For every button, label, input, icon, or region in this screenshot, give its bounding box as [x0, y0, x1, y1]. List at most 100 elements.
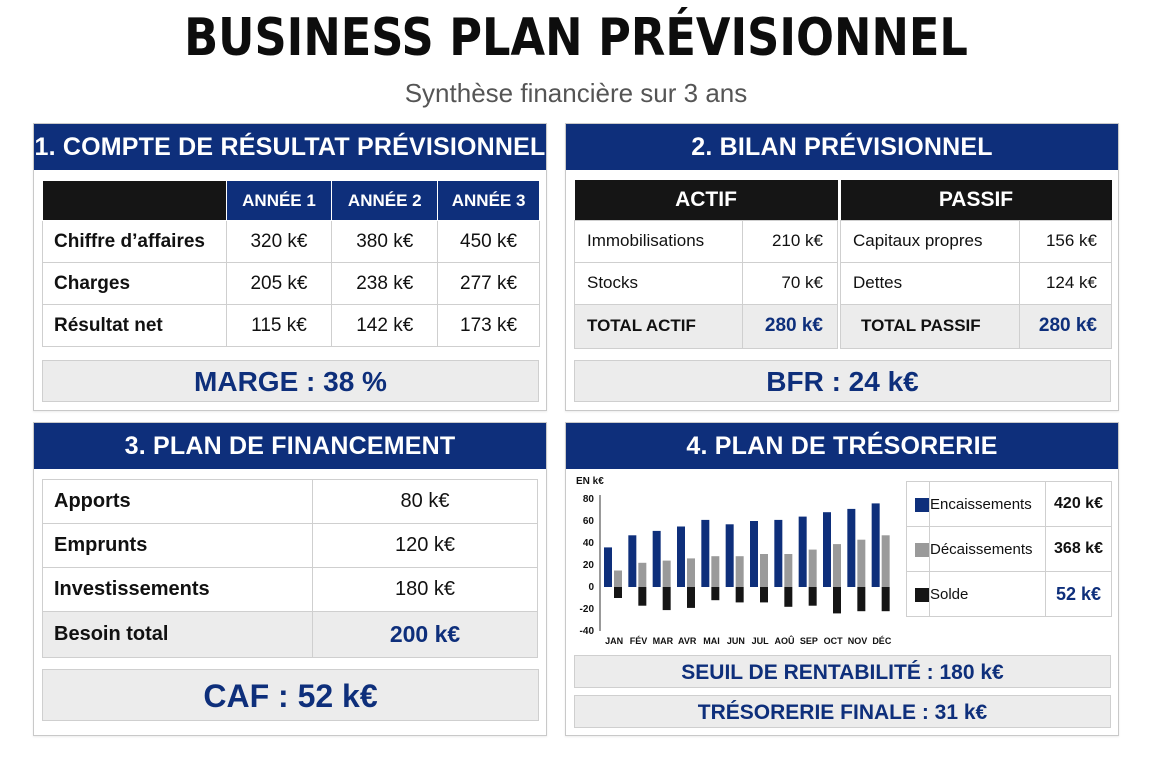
decaissements-bar [638, 562, 647, 587]
total-row: TOTAL PASSIF 280 k€ [839, 303, 1112, 349]
y-tick-label: 60 [583, 516, 595, 527]
cell-value: 320 k€ [225, 220, 333, 263]
row-label: Résultat net [42, 304, 227, 347]
total-label: TOTAL ACTIF [573, 303, 744, 349]
row-label: Stocks [573, 261, 744, 305]
legend-item-decaissements: Décaissements 368 k€ [906, 526, 1112, 572]
y-tick-label: 20 [583, 560, 595, 571]
panel-bilan: 2. BILAN PRÉVISIONNEL ACTIF Immobilisati… [565, 123, 1119, 411]
legend-item-solde: Solde 52 k€ [906, 571, 1112, 617]
panel-heading: 1. COMPTE DE RÉSULTAT PRÉVISIONNEL [34, 124, 546, 170]
panel-tresorerie: 4. PLAN DE TRÉSORERIE EN k€ 80 60 40 20 0 -20… [565, 422, 1119, 736]
legend-swatch [906, 526, 930, 572]
cell-value: 156 k€ [1019, 219, 1112, 263]
table-row: Capitaux propres 156 k€ [839, 219, 1112, 263]
passif-header: PASSIF [840, 180, 1112, 220]
encaissements-bar [847, 508, 856, 587]
row-label: Dettes [839, 261, 1021, 305]
chart-legend: Encaissements 420 k€ Décaissements 368 k… [906, 481, 1112, 617]
table-row: Apports 80 k€ [42, 479, 538, 524]
solde-bar [833, 587, 841, 614]
solde-bar [735, 587, 744, 603]
legend-swatch [906, 481, 930, 527]
page-subtitle: Synthèse financière sur 3 ans [404, 78, 748, 108]
panel-heading: 3. PLAN DE FINANCEMENT [34, 423, 546, 469]
panel-heading: 4. PLAN DE TRÉSORERIE [566, 423, 1118, 469]
bfr-summary: BFR : 24 k€ [574, 360, 1111, 402]
table-header-empty [42, 180, 227, 221]
decaissements-bar [833, 544, 841, 587]
solde-bar [662, 587, 671, 611]
total-value: 200 k€ [312, 611, 538, 658]
row-label: Immobilisations [573, 219, 744, 263]
decaissements-bar [881, 535, 890, 587]
x-tick-label: JUN [727, 636, 745, 646]
encaissements-bar [871, 503, 880, 587]
x-tick-label: SEP [800, 636, 818, 646]
y-tick-label: 0 [588, 582, 594, 593]
legend-label: Décaissements [929, 526, 1046, 572]
table-row: Immobilisations 210 k€ [573, 219, 838, 263]
encaissements-bar [823, 512, 831, 587]
decaissements-bar [614, 570, 622, 587]
decaissements-bar [735, 556, 744, 587]
solde-bar [784, 587, 793, 607]
row-label: Investissements [42, 567, 313, 612]
total-value: 280 k€ [1019, 303, 1112, 349]
legend-value: 368 k€ [1045, 526, 1112, 572]
cell-value: 124 k€ [1019, 261, 1112, 305]
x-tick-label: OCT [824, 636, 844, 646]
seuil-rentabilite: SEUIL DE RENTABILITÉ : 180 k€ [574, 655, 1111, 688]
panel-heading: 2. BILAN PRÉVISIONNEL [566, 124, 1118, 170]
cell-value: 120 k€ [312, 523, 538, 568]
cell-value: 210 k€ [742, 219, 838, 263]
table-header-row: ANNÉE 1 ANNÉE 2 ANNÉE 3 [42, 180, 540, 221]
decaissements-bar [711, 556, 720, 587]
cell-value: 180 k€ [312, 567, 538, 612]
table-row: Stocks 70 k€ [573, 261, 838, 305]
tresorerie-bar-chart: EN k€ 80 60 40 20 0 -20 -40 JAN FÉV MAR AVR MAI JUN… [576, 476, 892, 646]
legend-swatch [906, 571, 930, 617]
row-label: Emprunts [42, 523, 313, 568]
row-label: Charges [42, 262, 227, 305]
encaissements-bar [628, 535, 637, 587]
row-label: Chiffre d’affaires [42, 220, 227, 263]
encaissements-bar [677, 526, 685, 587]
x-ticks: JAN FÉV MAR AVR MAI JUN JUL AOÛ SEP OCT NOV DÉC [605, 635, 892, 646]
cell-value: 238 k€ [331, 262, 439, 305]
x-tick-label: AVR [678, 636, 697, 646]
y-axis-unit: EN k€ [576, 476, 604, 487]
legend-label: Solde [929, 571, 1046, 617]
y-tick-label: -20 [580, 604, 595, 615]
column-header: ANNÉE 3 [437, 180, 540, 221]
legend-value: 420 k€ [1045, 481, 1112, 527]
solde-bar [857, 587, 866, 612]
total-label: TOTAL PASSIF [839, 303, 1021, 349]
legend-label: Encaissements [929, 481, 1046, 527]
column-header: ANNÉE 1 [225, 180, 333, 221]
passif-table: PASSIF Capitaux propres 156 k€ Dettes 12… [839, 180, 1112, 349]
panel-financement: 3. PLAN DE FINANCEMENT Apports 80 k€ Emp… [33, 422, 547, 736]
table-row: Investissements 180 k€ [42, 567, 538, 612]
cell-value: 70 k€ [742, 261, 838, 305]
solde-bar [881, 587, 890, 612]
tresorerie-finale: TRÉSORERIE FINALE : 31 k€ [574, 695, 1111, 728]
row-label: Apports [42, 479, 313, 524]
x-tick-label: NOV [848, 636, 868, 646]
table-row: Dettes 124 k€ [839, 261, 1112, 305]
encaissements-bar [652, 530, 661, 587]
panel-compte-resultat: 1. COMPTE DE RÉSULTAT PRÉVISIONNEL ANNÉE… [33, 123, 547, 411]
encaissements-bar [750, 521, 758, 587]
y-ticks: 80 60 40 20 0 -20 -40 [580, 494, 601, 637]
x-tick-label: DÉC [872, 636, 892, 646]
encaissements-bar [604, 547, 612, 587]
actif-header: ACTIF [574, 180, 838, 220]
decaissements-bar [687, 558, 695, 587]
decaissements-bar [808, 549, 817, 587]
bars [604, 503, 890, 614]
x-tick-label: MAI [703, 636, 720, 646]
solde-bar [808, 587, 817, 606]
table-row: Charges 205 k€ 238 k€ 277 k€ [42, 262, 540, 305]
table-row: Résultat net 115 k€ 142 k€ 173 k€ [42, 304, 540, 347]
legend-value: 52 k€ [1045, 571, 1112, 617]
